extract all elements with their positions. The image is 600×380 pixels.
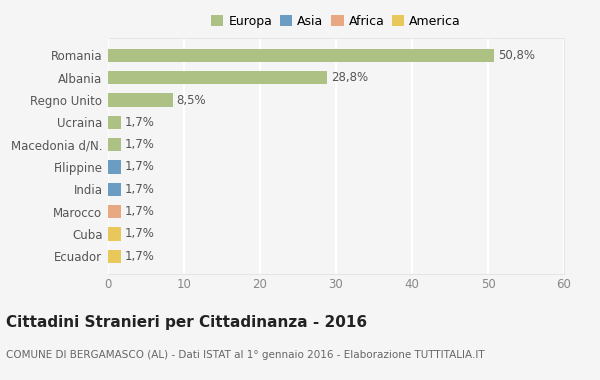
- Text: 50,8%: 50,8%: [498, 49, 535, 62]
- Bar: [108, 205, 121, 218]
- Text: 1,7%: 1,7%: [125, 227, 155, 241]
- Text: 8,5%: 8,5%: [176, 93, 206, 106]
- Text: 1,7%: 1,7%: [125, 183, 155, 196]
- Bar: [108, 182, 121, 196]
- Text: 1,7%: 1,7%: [125, 250, 155, 263]
- Text: COMUNE DI BERGAMASCO (AL) - Dati ISTAT al 1° gennaio 2016 - Elaborazione TUTTITA: COMUNE DI BERGAMASCO (AL) - Dati ISTAT a…: [6, 350, 485, 359]
- Text: 1,7%: 1,7%: [125, 205, 155, 218]
- Text: 28,8%: 28,8%: [331, 71, 368, 84]
- Bar: [108, 138, 121, 151]
- Bar: [108, 227, 121, 241]
- Text: 1,7%: 1,7%: [125, 160, 155, 173]
- Bar: [108, 250, 121, 263]
- Bar: [108, 160, 121, 174]
- Bar: [108, 49, 494, 62]
- Legend: Europa, Asia, Africa, America: Europa, Asia, Africa, America: [206, 10, 466, 33]
- Text: 1,7%: 1,7%: [125, 138, 155, 151]
- Bar: [108, 116, 121, 129]
- Text: 1,7%: 1,7%: [125, 116, 155, 129]
- Text: Cittadini Stranieri per Cittadinanza - 2016: Cittadini Stranieri per Cittadinanza - 2…: [6, 315, 367, 330]
- Bar: [108, 71, 327, 84]
- Bar: [108, 93, 173, 107]
